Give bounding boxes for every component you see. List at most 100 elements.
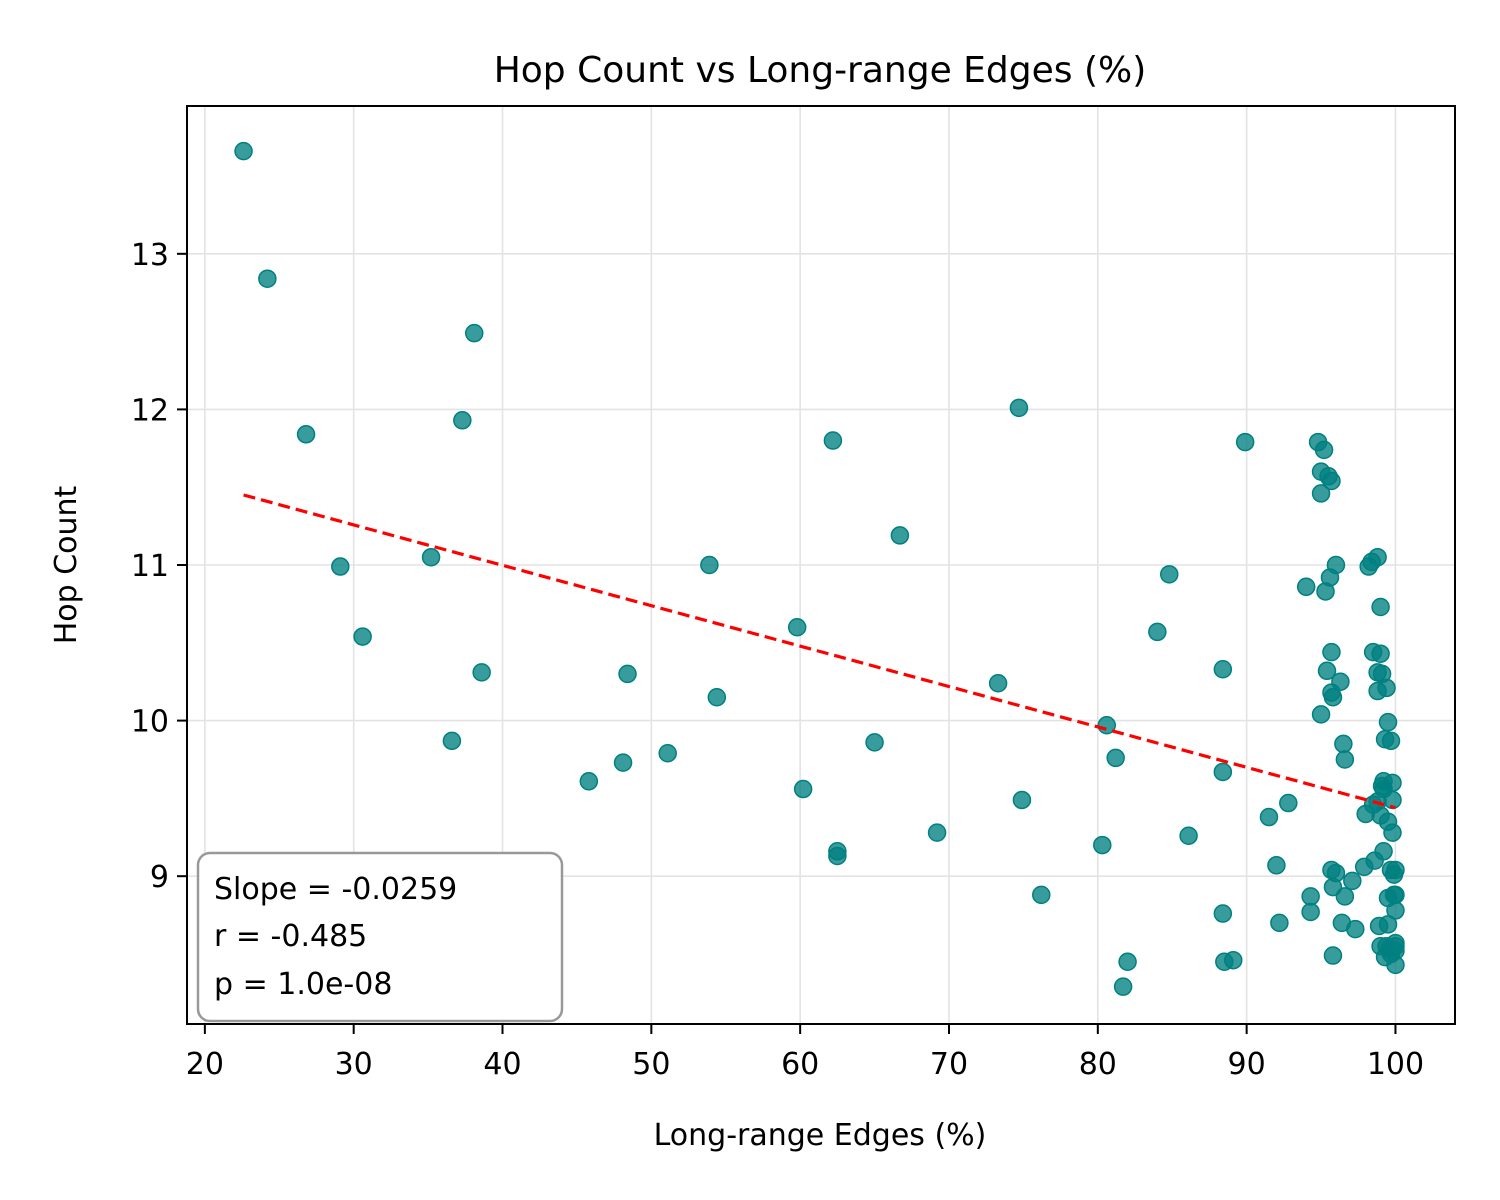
data-point: [890, 526, 910, 545]
data-point: [1301, 887, 1320, 906]
data-point: [988, 674, 1008, 693]
plot-frame: [186, 105, 1456, 1025]
data-point: [1371, 597, 1390, 617]
data-point: [1314, 440, 1334, 460]
y-tick-label: 13: [131, 238, 169, 273]
y-axis-label: Hop Count: [49, 485, 84, 644]
x-tick-label: 90: [1228, 1047, 1266, 1082]
grid: [187, 106, 1455, 1024]
data-point: [1386, 901, 1405, 920]
x-axis-label: Long-range Edges (%): [654, 1118, 987, 1153]
data-point: [1009, 398, 1029, 418]
data-point: [1383, 823, 1402, 842]
x-tick-label: 80: [1079, 1047, 1117, 1082]
data-point: [927, 823, 947, 842]
data-point: [1118, 952, 1137, 972]
data-point: [1374, 842, 1393, 861]
data-point: [1311, 705, 1331, 724]
data-point: [331, 557, 350, 576]
data-point: [472, 663, 491, 682]
y-tick-label: 11: [131, 549, 169, 584]
data-point: [1106, 748, 1125, 768]
data-point: [1323, 688, 1343, 707]
data-point: [1113, 977, 1133, 996]
annotation-box-frame: [196, 851, 564, 1023]
data-point: [613, 753, 633, 772]
annotation-box: Slope = -0.0259 r = -0.485 p = 1.0e-08: [196, 851, 564, 1023]
annotation-p: p = 1.0e-08: [214, 967, 392, 1002]
data-point: [1213, 904, 1233, 923]
data-point: [1223, 950, 1243, 970]
data-point: [258, 269, 277, 288]
data-point: [1160, 565, 1179, 584]
data-point: [1346, 919, 1365, 939]
data-point: [1322, 642, 1341, 662]
data-point: [353, 627, 372, 646]
y-tick-label: 9: [150, 860, 169, 895]
x-tick-label: 60: [781, 1047, 819, 1082]
chart-title: Hop Count vs Long-range Edges (%): [494, 50, 1147, 91]
data-point: [707, 688, 727, 707]
data-point: [823, 431, 843, 450]
data-point: [828, 846, 847, 866]
x-axis-ticks: 20 30 40 50 60 70 80 90 100: [186, 1024, 1424, 1082]
data-point: [453, 411, 472, 430]
data-points: [234, 141, 1405, 996]
data-point: [1386, 860, 1405, 880]
data-point: [618, 664, 637, 684]
data-point: [1093, 835, 1112, 855]
data-point: [1012, 790, 1032, 810]
data-point: [1334, 734, 1353, 754]
data-point: [1032, 885, 1051, 905]
data-point: [1331, 672, 1350, 691]
data-point: [700, 555, 719, 575]
data-point: [1322, 471, 1341, 491]
y-tick-label: 12: [131, 393, 169, 428]
data-point: [1259, 807, 1279, 827]
data-point: [1381, 731, 1401, 751]
data-point: [234, 141, 253, 161]
data-point: [1378, 915, 1398, 934]
x-tick-label: 40: [483, 1047, 521, 1082]
data-point: [1335, 887, 1355, 906]
y-axis-ticks: 9 10 11 12 13: [131, 238, 187, 895]
data-point: [1386, 955, 1405, 975]
data-point: [1377, 678, 1396, 698]
data-point: [1386, 885, 1405, 905]
data-point: [1235, 432, 1255, 452]
x-tick-label: 20: [186, 1047, 224, 1082]
data-point: [1386, 936, 1405, 956]
data-point: [1311, 484, 1331, 503]
data-point: [1213, 762, 1233, 782]
data-point: [1343, 871, 1362, 891]
data-point: [1179, 826, 1198, 845]
data-point: [1323, 946, 1343, 965]
data-point: [1317, 661, 1337, 681]
annotation-r: r = -0.485: [214, 919, 367, 954]
data-point: [1371, 644, 1390, 663]
data-point: [1270, 913, 1289, 933]
x-tick-label: 30: [335, 1047, 373, 1082]
data-point: [421, 547, 441, 567]
data-point: [787, 617, 807, 637]
data-point: [464, 323, 484, 343]
annotation-slope: Slope = -0.0259: [214, 872, 457, 907]
data-point: [793, 779, 813, 799]
data-point: [1279, 793, 1298, 813]
x-tick-label: 100: [1367, 1047, 1424, 1082]
x-tick-label: 50: [632, 1047, 670, 1082]
data-point: [1148, 622, 1167, 642]
data-point: [1368, 547, 1387, 567]
x-tick-label: 70: [930, 1047, 968, 1082]
data-point: [1326, 555, 1346, 575]
data-point: [1301, 902, 1320, 922]
data-point: [1267, 856, 1286, 875]
trend-line: [243, 493, 1396, 810]
data-point: [1213, 659, 1233, 679]
data-point: [1378, 712, 1398, 732]
data-point: [1326, 863, 1346, 883]
data-point: [1374, 779, 1393, 799]
data-point: [296, 425, 316, 444]
y-tick-label: 10: [131, 705, 169, 740]
